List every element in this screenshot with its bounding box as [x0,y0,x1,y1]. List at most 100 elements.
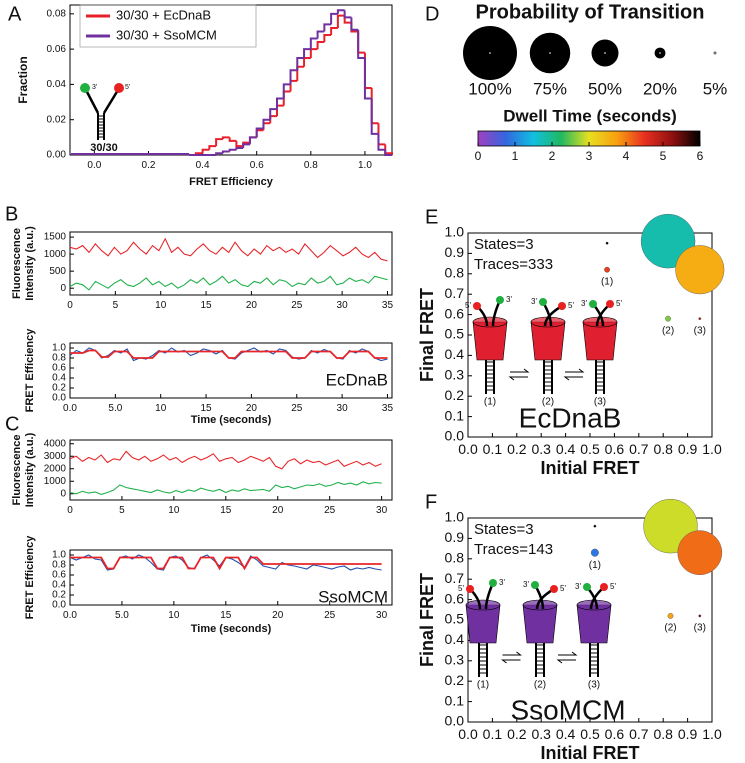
helicase [465,604,501,644]
protein-label: EcDnaB [519,402,622,433]
y-tick-label: 0.2 [445,672,465,688]
histogram-step [296,65,305,81]
y-tick-label: 3000 [44,451,67,462]
x-tick-label: 15 [200,403,212,414]
stats-text: States=3 [474,236,534,253]
fluorophore-cy5 [600,583,608,591]
strand-end-label: 5' [560,584,566,593]
colorbar-tick-label: 3 [586,149,593,163]
histogram-step [221,150,230,154]
x-tick-label: 20 [246,300,258,311]
x-tick-label: 0.9 [678,726,698,742]
fluorophore-cy3 [80,83,90,93]
x-tick-label: 0.8 [653,441,673,457]
x-tick-label: 15 [220,505,232,516]
transition-bubble [698,317,702,321]
y-axis-title: Final FRET [417,288,437,382]
histogram-step [208,145,217,150]
y-tick-label: 1.0 [445,509,465,525]
colorbar-title: Dwell Time (seconds) [503,106,677,125]
trace-line [70,349,388,359]
transition-bubble [675,245,725,295]
x-tick-label: 10 [168,610,180,621]
legend-box [79,4,257,48]
x-axis-title: Initial FRET [541,458,640,478]
x-tick-label: 10 [155,300,167,311]
x-tick-label: 0.4 [196,160,210,171]
y-tick-label: 0.3 [445,367,465,383]
histogram-step [303,48,311,58]
state-label: (3) [694,623,706,634]
x-tick-label: 0 [67,300,73,311]
legend-label: 30/30 + EcDnaB [116,7,211,22]
histogram-step [384,144,393,155]
x-axis-title: Time (seconds) [191,623,272,635]
legend-title: Probability of Transition [476,1,705,23]
size-legend-label: 5% [703,79,728,98]
x-tick-label: 0.0 [63,403,77,414]
y-tick-label: 0.4 [52,580,66,591]
size-legend-label: 50% [588,79,622,98]
y-tick-label: 500 [49,266,66,277]
histogram-step [377,123,386,146]
x-tick-label: 0.0 [458,441,478,457]
y-tick-label: 0.5 [445,326,465,342]
x-tick-label: 0.8 [304,160,318,171]
y-tick-label: 0.6 [52,363,66,374]
x-tick-label: 0.6 [605,726,625,742]
x-tick-label: 0.0 [87,160,101,171]
x-tick-label: 1.0 [358,160,372,171]
y-tick-label: 0.0 [445,713,465,729]
colorbar-tick-label: 5 [660,149,667,163]
y-tick-label: 0.6 [445,590,465,606]
x-tick-label: 5 [113,300,119,311]
equilibrium-arrow [501,659,521,664]
plot-frame [69,342,393,399]
x-tick-label: 20 [246,403,258,414]
fluorophore-cy3 [583,583,591,591]
histogram-step [255,129,264,138]
trace-line [69,275,388,291]
x-tick-label: 0.7 [629,726,649,742]
dna-strand [84,89,100,114]
inset-label: 30/30 [90,142,118,154]
x-tick-label: 15 [220,610,232,621]
y-tick-label: 1.0 [52,343,66,354]
strand-end-label: 5' [616,299,622,308]
transition-bubble [677,530,723,576]
histogram-step [377,133,386,151]
state-label: (2) [542,397,554,408]
y-tick-label: 0.08 [47,8,67,19]
fluorophore-cy5 [606,300,614,308]
y-tick-label: 4000 [44,438,67,449]
y-axis-title: Fluorescence [11,435,23,506]
strand-end-label: 3' [506,295,512,304]
y-tick-label: 0.4 [445,631,465,647]
histogram-step [201,148,210,154]
equilibrium-arrow [563,376,583,381]
bubble-center [489,52,491,54]
y-axis-title: Fraction [16,56,30,103]
y-tick-label: 1000 [44,249,67,260]
histogram-step [350,17,359,31]
histogram-step [309,48,318,58]
y-tick-label: 0.6 [445,305,465,321]
y-tick-label: 0.5 [445,611,465,627]
histogram-step [235,140,244,148]
fluorophore-cy5 [550,585,558,593]
panel-letter: F [425,491,437,513]
y-tick-label: 0.00 [47,150,67,161]
y-tick-label: 0.8 [445,550,465,566]
strand-end-label: 5' [610,582,616,591]
protein-label: SsoMCM [510,694,625,725]
x-tick-label: 1.0 [702,726,722,742]
histogram-step [289,69,298,85]
y-tick-label: 0.7 [445,570,465,586]
helicase [522,604,558,644]
x-tick-label: 25 [291,300,303,311]
transition-bubble [665,315,671,322]
panel-letter: C [5,413,19,435]
x-tick-label: 5.0 [108,403,122,414]
histogram-step [228,137,237,142]
x-tick-label: 15 [200,300,212,311]
